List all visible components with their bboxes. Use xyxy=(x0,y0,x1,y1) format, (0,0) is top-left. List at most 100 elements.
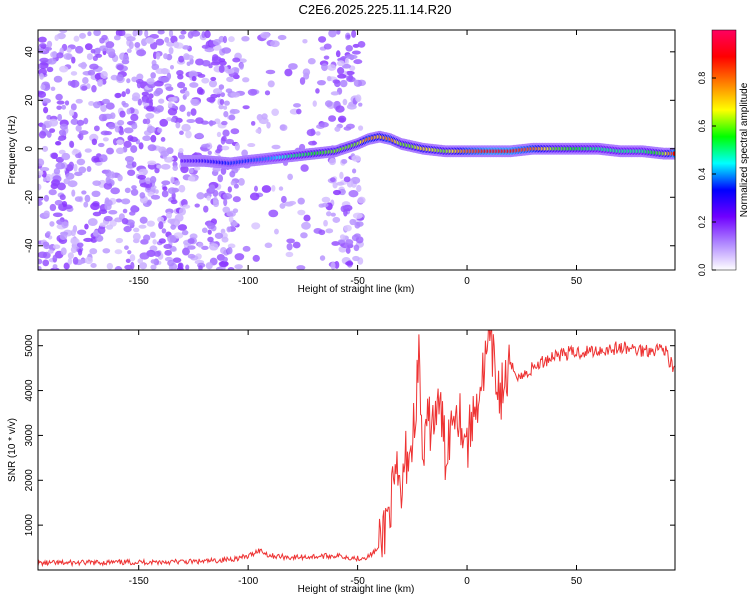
noise-speckle xyxy=(48,118,59,127)
noise-speckle xyxy=(241,35,250,42)
noise-speckle xyxy=(167,218,176,224)
noise-speckle xyxy=(47,249,54,254)
noise-speckle xyxy=(38,47,45,54)
noise-speckle xyxy=(114,249,123,255)
noise-speckle xyxy=(277,34,287,41)
colorbar-tick-label: 0.8 xyxy=(697,72,707,85)
noise-speckle xyxy=(300,164,309,172)
noise-speckle xyxy=(71,189,76,197)
noise-speckle xyxy=(332,189,342,196)
heatmap-y-tick-label: -40 xyxy=(24,238,35,253)
noise-speckle xyxy=(38,91,47,98)
noise-speckle xyxy=(109,112,116,120)
noise-speckle xyxy=(105,176,112,184)
noise-speckle xyxy=(323,43,332,50)
noise-speckle xyxy=(84,148,92,153)
noise-speckle xyxy=(58,203,64,211)
noise-speckle xyxy=(183,53,190,61)
noise-speckle xyxy=(49,221,55,227)
noise-speckle xyxy=(165,86,174,92)
noise-speckle xyxy=(104,197,110,204)
noise-speckle xyxy=(38,36,47,43)
noise-speckle xyxy=(64,100,70,106)
heatmap-x-tick-label: -150 xyxy=(129,276,149,287)
noise-speckle xyxy=(141,91,149,97)
noise-speckle xyxy=(67,252,74,259)
snr-frame xyxy=(37,329,676,571)
noise-speckle xyxy=(139,216,148,224)
noise-speckle xyxy=(163,53,168,60)
noise-speckle xyxy=(343,176,351,183)
noise-speckle xyxy=(344,57,349,65)
noise-speckle xyxy=(328,115,337,122)
noise-speckle xyxy=(226,76,234,83)
noise-speckle xyxy=(264,242,273,249)
noise-speckle xyxy=(99,222,106,228)
noise-speckle xyxy=(223,105,228,110)
noise-speckle xyxy=(356,184,362,193)
noise-speckle xyxy=(161,228,167,234)
noise-speckle xyxy=(160,150,170,157)
noise-speckle xyxy=(342,63,352,69)
noise-speckle xyxy=(149,231,156,238)
noise-speckle xyxy=(99,37,105,44)
noise-speckle xyxy=(253,185,258,192)
noise-speckle xyxy=(131,123,138,130)
noise-speckle xyxy=(178,55,185,63)
noise-speckle xyxy=(268,209,279,218)
noise-speckle xyxy=(119,110,126,118)
noise-speckle xyxy=(318,229,326,236)
noise-speckle xyxy=(242,77,250,83)
noise-speckle xyxy=(92,180,102,186)
noise-speckle xyxy=(57,113,63,122)
noise-speckle xyxy=(234,253,245,261)
noise-speckle xyxy=(165,211,172,219)
noise-speckle xyxy=(89,63,99,70)
noise-speckle xyxy=(55,93,63,101)
noise-speckle xyxy=(208,184,216,193)
noise-speckle xyxy=(106,262,114,270)
noise-speckle xyxy=(150,264,157,270)
noise-speckle xyxy=(233,183,239,189)
noise-speckle xyxy=(286,243,293,251)
noise-speckle xyxy=(331,241,340,246)
noise-speckle xyxy=(250,120,256,126)
snr-x-ticks: -150 -100 -50 0 50 xyxy=(129,330,582,587)
noise-speckle xyxy=(39,73,44,80)
noise-speckle xyxy=(190,98,200,107)
noise-speckle xyxy=(66,47,72,53)
noise-speckle xyxy=(69,79,80,88)
noise-speckle xyxy=(297,209,306,216)
noise-speckle xyxy=(330,212,336,217)
noise-speckle xyxy=(95,53,103,58)
noise-speckle xyxy=(144,30,149,38)
noise-speckle xyxy=(195,117,204,124)
noise-speckle xyxy=(88,101,95,106)
noise-speckle xyxy=(173,232,184,239)
noise-speckle xyxy=(134,42,141,48)
snr-x-tick-label: -100 xyxy=(238,576,258,587)
noise-speckle xyxy=(214,232,224,239)
noise-speckle xyxy=(132,30,138,37)
noise-speckle xyxy=(105,102,115,110)
noise-speckle xyxy=(225,138,235,145)
noise-speckle xyxy=(139,192,146,199)
noise-speckle xyxy=(41,124,47,130)
noise-speckle xyxy=(216,131,222,138)
noise-speckle xyxy=(306,129,316,137)
noise-speckle xyxy=(83,117,89,125)
noise-speckle xyxy=(210,76,217,82)
noise-speckle xyxy=(122,208,128,214)
noise-speckle xyxy=(157,216,165,223)
noise-speckle xyxy=(343,126,352,131)
noise-speckle xyxy=(195,132,204,139)
noise-speckle xyxy=(219,98,225,106)
noise-speckle xyxy=(208,63,213,69)
noise-speckle xyxy=(174,213,184,222)
noise-speckle xyxy=(42,259,50,267)
noise-speckle xyxy=(201,44,209,49)
noise-speckle xyxy=(337,67,345,75)
noise-speckle xyxy=(175,121,181,129)
noise-speckle xyxy=(38,266,42,270)
noise-speckle xyxy=(87,69,96,76)
